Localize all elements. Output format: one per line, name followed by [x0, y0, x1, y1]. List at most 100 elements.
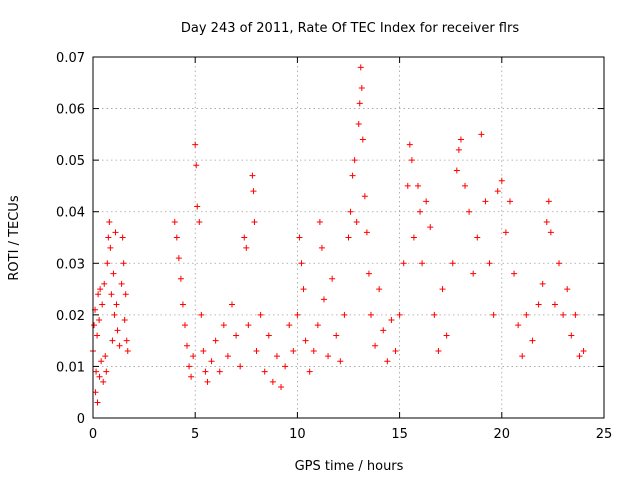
data-point: [498, 177, 505, 184]
data-point: [94, 399, 101, 406]
data-point: [511, 270, 518, 277]
data-point: [400, 260, 407, 267]
data-point: [93, 368, 100, 375]
data-point: [298, 260, 305, 267]
data-point: [392, 347, 399, 354]
data-point: [564, 286, 571, 293]
y-tick-label: 0: [77, 412, 85, 427]
data-point: [572, 311, 579, 318]
data-point: [435, 347, 442, 354]
data-point: [110, 270, 117, 277]
data-point: [515, 322, 522, 329]
data-point: [337, 358, 344, 365]
data-point: [118, 280, 125, 287]
data-point: [241, 234, 248, 241]
data-point: [351, 157, 358, 164]
axis-ticks: 0 5 10 15 20 25 0 0.01 0.02 0.03 0.04 0.05 0.06 0.07: [56, 51, 612, 442]
data-point: [349, 172, 356, 179]
data-point: [576, 353, 583, 360]
data-point: [243, 244, 250, 251]
data-point: [179, 301, 186, 308]
data-point: [347, 208, 354, 215]
data-point: [443, 332, 450, 339]
data-point: [269, 378, 276, 385]
data-point: [96, 373, 103, 380]
data-point: [273, 353, 280, 360]
data-point: [320, 296, 327, 303]
data-point: [296, 234, 303, 241]
data-point: [106, 219, 113, 226]
data-point: [212, 337, 219, 344]
data-point: [358, 84, 365, 91]
data-point: [345, 234, 352, 241]
data-point: [216, 368, 223, 375]
data-point: [359, 136, 366, 143]
data-point: [91, 322, 98, 329]
data-point: [551, 301, 558, 308]
data-point: [357, 64, 364, 71]
data-point: [372, 342, 379, 349]
data-point: [417, 208, 424, 215]
y-tick-label: 0.05: [56, 154, 85, 169]
data-point: [431, 311, 438, 318]
data-point: [251, 219, 258, 226]
chart-title: Day 243 of 2011, Rate Of TEC Index for r…: [181, 21, 519, 36]
data-point: [237, 363, 244, 370]
data-point: [193, 162, 200, 169]
data-point: [112, 229, 119, 236]
data-point: [543, 219, 550, 226]
data-point: [414, 182, 421, 189]
data-point: [123, 337, 130, 344]
data-point: [410, 234, 417, 241]
x-tick-label: 0: [89, 427, 97, 442]
data-point: [186, 363, 193, 370]
data-point: [453, 167, 460, 174]
data-point: [356, 100, 363, 107]
data-point: [120, 260, 127, 267]
data-point: [419, 260, 426, 267]
data-point: [95, 291, 102, 298]
data-point: [353, 219, 360, 226]
data-point: [316, 219, 323, 226]
data-point: [341, 311, 348, 318]
data-point: [502, 229, 509, 236]
data-point: [104, 260, 111, 267]
data-point: [103, 368, 110, 375]
data-point: [105, 234, 112, 241]
data-point: [294, 311, 301, 318]
data-point: [474, 234, 481, 241]
data-point: [363, 229, 370, 236]
data-point: [529, 337, 536, 344]
x-tick-label: 20: [494, 427, 511, 442]
data-point: [384, 358, 391, 365]
data-point: [547, 229, 554, 236]
data-point: [184, 342, 191, 349]
data-point: [122, 291, 129, 298]
data-point: [302, 337, 309, 344]
data-point: [208, 358, 215, 365]
data-point: [423, 198, 430, 205]
data-point: [523, 311, 530, 318]
data-point: [220, 322, 227, 329]
data-point: [119, 234, 126, 241]
data-point: [261, 368, 268, 375]
data-point: [282, 363, 289, 370]
data-point: [466, 208, 473, 215]
data-point: [494, 188, 501, 195]
data-point: [245, 322, 252, 329]
data-points: [90, 64, 587, 406]
data-point: [455, 146, 462, 153]
data-point: [535, 301, 542, 308]
data-point: [333, 332, 340, 339]
plot-frame: [92, 56, 605, 419]
data-point: [253, 347, 260, 354]
data-point: [200, 347, 207, 354]
data-point: [173, 234, 180, 241]
data-point: [286, 322, 293, 329]
data-point: [224, 353, 231, 360]
data-point: [462, 182, 469, 189]
data-point: [116, 342, 123, 349]
data-point: [427, 224, 434, 231]
data-point: [519, 353, 526, 360]
data-point: [228, 301, 235, 308]
